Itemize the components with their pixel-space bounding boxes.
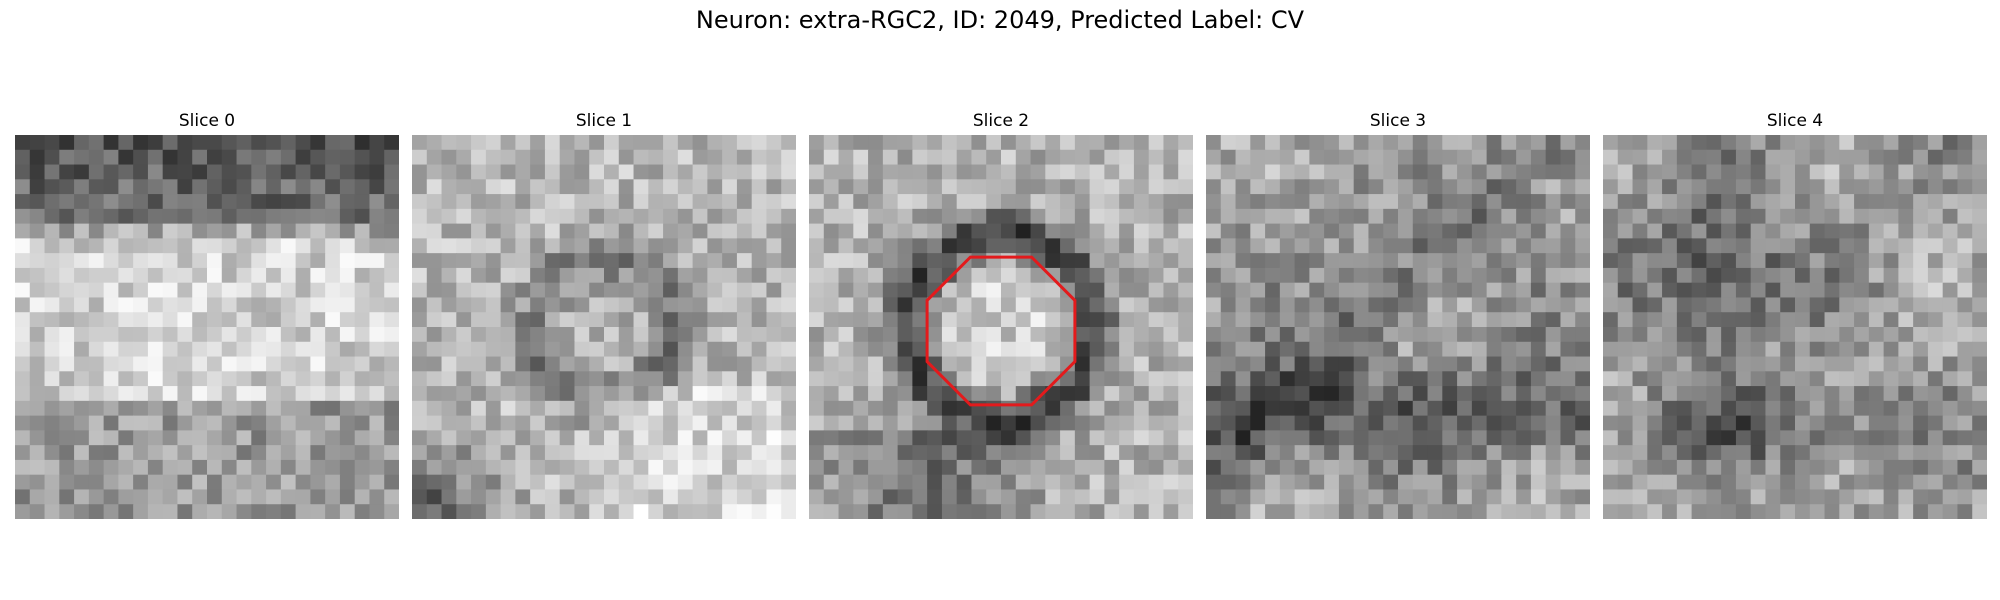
slice-title-4: Slice 4 [1766, 111, 1824, 131]
slice-panel-4: Slice 4 [1603, 107, 1987, 519]
slice-panel-1: Slice 1 [412, 107, 796, 519]
slice-title-2: Slice 2 [972, 111, 1030, 131]
slice-image-1 [412, 135, 796, 519]
slice-panel-3: Slice 3 [1206, 107, 1590, 519]
figure-title: Neuron: extra-RGC2, ID: 2049, Predicted … [695, 6, 1305, 34]
slice-title-3: Slice 3 [1369, 111, 1427, 131]
slice-panel-2: Slice 2 [809, 107, 1193, 519]
slice-title-1: Slice 1 [575, 111, 633, 131]
slice-image-4 [1603, 135, 1987, 519]
slice-panel-0: Slice 0 [15, 107, 399, 519]
octagon-overlay [925, 255, 1077, 407]
slice-image-3 [1206, 135, 1590, 519]
slice-image-2 [809, 135, 1193, 519]
slice-title-0: Slice 0 [178, 111, 236, 131]
slice-image-0 [15, 135, 399, 519]
